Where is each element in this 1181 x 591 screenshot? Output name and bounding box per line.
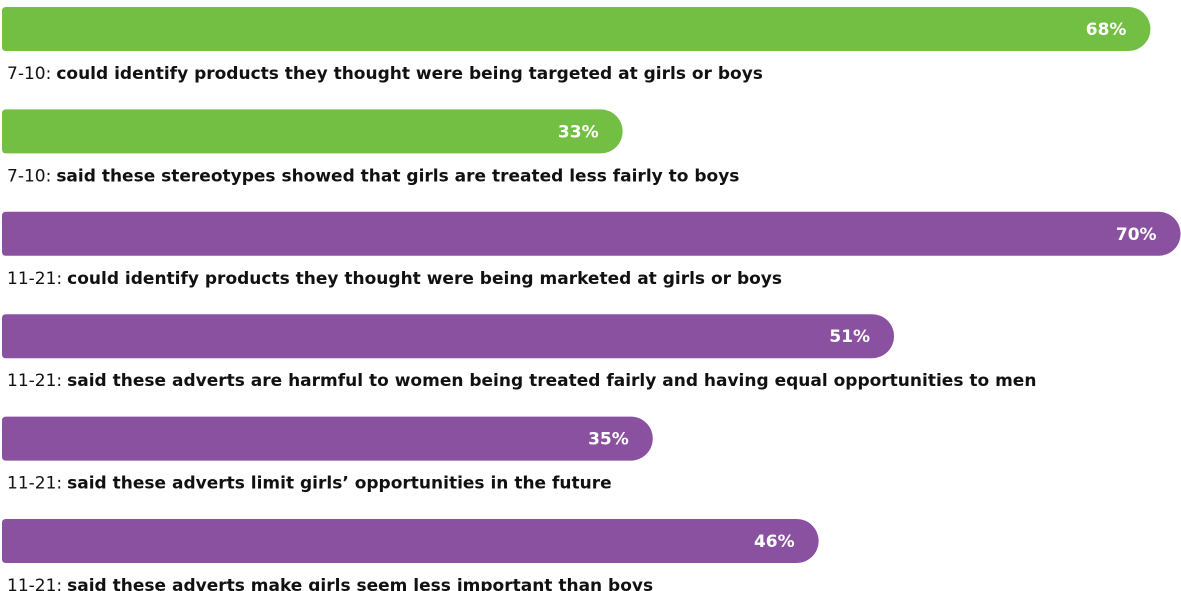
description-label: said these adverts are harmful to women … bbox=[67, 371, 1036, 391]
category-label: 7-10: could identify products they though… bbox=[7, 64, 763, 84]
category-label: 11-21: said these adverts make girls seem… bbox=[7, 576, 653, 591]
bar bbox=[2, 109, 623, 154]
value-label: 46% bbox=[754, 532, 795, 552]
group-label: 11-21: bbox=[7, 269, 62, 289]
value-label: 51% bbox=[829, 327, 870, 347]
category-label: 11-21: said these adverts limit girls’ op… bbox=[7, 474, 612, 494]
description-label: said these stereotypes showed that girls… bbox=[56, 166, 739, 186]
value-label: 68% bbox=[1086, 20, 1127, 40]
group-label: 11-21: bbox=[7, 371, 62, 391]
category-label: 7-10: said these stereotypes showed that … bbox=[7, 166, 739, 186]
group-label: 11-21: bbox=[7, 474, 62, 494]
group-label: 7-10: bbox=[7, 166, 51, 186]
group-label: 7-10: bbox=[7, 64, 51, 84]
value-label: 33% bbox=[558, 122, 599, 142]
value-label: 70% bbox=[1116, 225, 1157, 245]
bar bbox=[2, 416, 653, 461]
description-label: could identify products they thought wer… bbox=[56, 64, 763, 84]
bar bbox=[2, 519, 819, 563]
bar bbox=[2, 7, 1151, 51]
description-label: could identify products they thought wer… bbox=[67, 269, 782, 289]
description-label: said these adverts make girls seem less … bbox=[67, 576, 653, 591]
bar bbox=[2, 211, 1181, 256]
bar bbox=[2, 314, 895, 359]
category-label: 11-21: said these adverts are harmful to … bbox=[7, 371, 1036, 391]
category-label: 11-21: could identify products they thoug… bbox=[7, 269, 782, 289]
value-label: 35% bbox=[588, 430, 629, 450]
description-label: said these adverts limit girls’ opportun… bbox=[67, 474, 612, 494]
group-label: 11-21: bbox=[7, 576, 62, 591]
